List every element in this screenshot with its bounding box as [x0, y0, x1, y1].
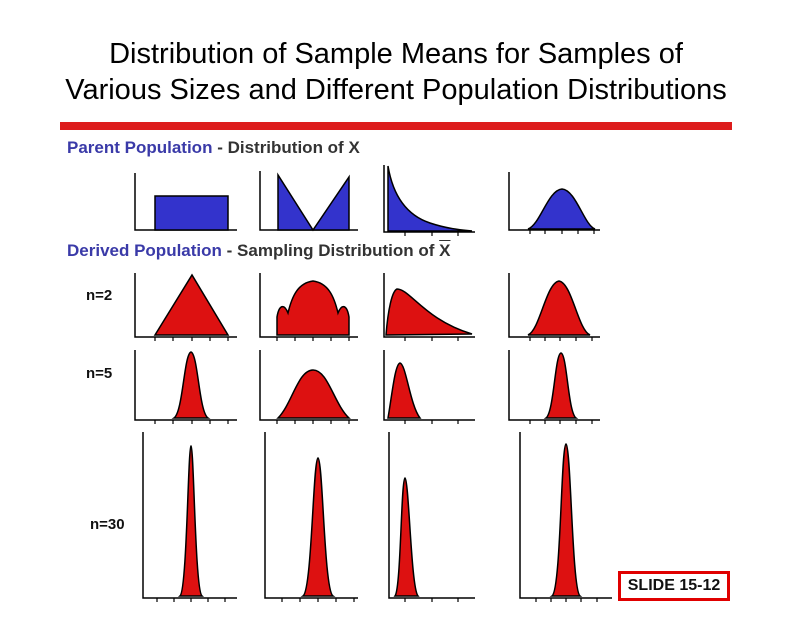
narrow-shape	[178, 445, 204, 597]
ticks	[529, 420, 593, 424]
label-n5: n=5	[86, 365, 113, 382]
ticks	[404, 337, 459, 341]
slide-title: Distribution of Sample Means for Samples…	[0, 36, 792, 108]
ticks	[404, 598, 459, 602]
narrow-shape	[300, 457, 336, 597]
parent-population-label: Parent Population	[67, 138, 213, 157]
axes	[259, 350, 358, 421]
ticks	[404, 420, 459, 424]
plot-n5-v-shaped	[259, 350, 358, 424]
plot-n30-v-shaped	[264, 432, 358, 602]
x-bar-symbol: X	[439, 241, 451, 260]
plot-n30-exponential	[388, 432, 475, 602]
derived-population-label: Derived Population	[67, 241, 222, 260]
axes	[264, 432, 358, 599]
axes	[383, 165, 475, 233]
plot-n2-v-shaped	[259, 273, 358, 341]
ticks	[404, 232, 459, 236]
label-n2: n=2	[86, 287, 113, 304]
plot-n5-uniform	[134, 350, 237, 424]
skewed-shape	[385, 288, 473, 336]
plot-n30-normal	[519, 432, 612, 602]
plot-parent-normal	[508, 172, 600, 234]
triangle-shape	[153, 273, 230, 336]
axes	[383, 350, 475, 421]
plot-n2-exponential	[383, 273, 475, 341]
ticks	[529, 337, 593, 341]
title-line-1: Distribution of Sample Means for Samples…	[109, 38, 683, 70]
accent-rule	[60, 122, 732, 130]
plot-n2-normal	[508, 273, 600, 341]
axes	[134, 350, 237, 421]
ticks	[281, 598, 355, 602]
axes	[134, 273, 237, 338]
parent-population-suffix: - Distribution of X	[212, 138, 360, 157]
derived-population-heading: Derived Population - Sampling Distributi…	[67, 241, 450, 261]
axes	[142, 432, 237, 599]
normal-shape	[171, 351, 211, 419]
normal-shape	[527, 188, 596, 230]
slide-number-badge: SLIDE 15-12	[618, 571, 730, 601]
axes	[508, 350, 600, 421]
ticks	[276, 420, 350, 424]
plot-n30-uniform	[142, 432, 237, 602]
trimodal-shape	[276, 280, 350, 336]
ticks	[276, 337, 350, 341]
ticks	[154, 337, 229, 341]
v-shape	[277, 172, 350, 232]
axes	[259, 273, 358, 338]
normal-shape	[527, 280, 591, 336]
plot-n5-exponential	[383, 350, 475, 424]
narrow-shape	[393, 477, 420, 597]
title-line-2: Various Sizes and Different Population D…	[65, 74, 727, 106]
exponential-shape	[387, 165, 473, 232]
label-n30: n=30	[90, 516, 125, 533]
derived-population-suffix: - Sampling Distribution of	[221, 241, 440, 260]
ticks	[535, 598, 598, 602]
plot-n5-normal	[508, 350, 600, 424]
axes	[383, 273, 475, 338]
plot-parent-uniform	[134, 173, 237, 231]
uniform-shape	[154, 195, 229, 231]
ticks	[156, 598, 226, 602]
plot-n2-uniform	[134, 273, 237, 341]
ticks	[529, 230, 595, 234]
plot-parent-exponential	[383, 165, 475, 236]
plot-parent-v-shaped	[259, 171, 358, 232]
axes	[388, 432, 475, 599]
axes	[508, 273, 600, 338]
narrow-shape	[549, 443, 583, 597]
parent-population-heading: Parent Population - Distribution of X	[67, 138, 360, 158]
ticks	[154, 420, 229, 424]
broad-shape	[276, 369, 351, 419]
normal-shape	[543, 352, 579, 419]
skewed-shape	[387, 362, 422, 419]
axes	[508, 172, 600, 231]
